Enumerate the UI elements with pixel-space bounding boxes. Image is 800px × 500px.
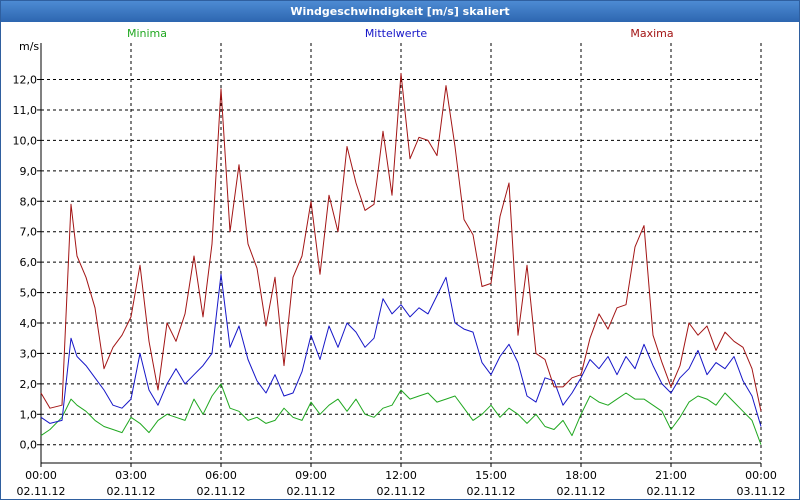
y-tick-label-5: 5,0	[20, 287, 38, 300]
grid	[41, 43, 762, 463]
x-tick-date-6: 02.11.12	[557, 485, 606, 498]
y-tick-labels: 0,0 1,0 2,0 3,0 4,0 5,0 6,0 7,0 8,0 9,0 10,0 11,0 12…	[13, 74, 41, 452]
x-tick-time-8: 00:00	[745, 469, 777, 482]
y-tick-label-2: 2,0	[20, 378, 38, 391]
x-tick-date-0: 02.11.12	[17, 485, 66, 498]
x-tick-labels: 00:00 02.11.12 03:00 02.11.12 06:00 02.11.12 0…	[17, 463, 786, 498]
x-tick-date-4: 02.11.12	[377, 485, 426, 498]
y-tick-label-7: 7,0	[20, 226, 38, 239]
y-tick-label-8: 8,0	[20, 195, 38, 208]
legend-mittelwerte: Mittelwerte	[365, 27, 428, 40]
y-tick-label-3: 3,0	[20, 347, 38, 360]
x-tick-date-3: 02.11.12	[287, 485, 336, 498]
legend-minima: Minima	[127, 27, 167, 40]
x-tick-date-5: 02.11.12	[467, 485, 516, 498]
y-tick-label-1: 1,0	[20, 408, 38, 421]
x-tick-date-7: 02.11.12	[647, 485, 696, 498]
x-tick-time-4: 12:00	[385, 469, 417, 482]
x-tick-time-7: 21:00	[655, 469, 687, 482]
wind-speed-chart: m/s 0,0 1,0 2,0 3,0 4,0 5,0 6,0 7,0 8,0 9,0 10,0 11…	[13, 27, 786, 498]
x-tick-time-5: 15:00	[475, 469, 507, 482]
x-tick-time-0: 00:00	[25, 469, 57, 482]
x-tick-date-8: 03.11.12	[737, 485, 786, 498]
series-line-minima	[40, 383, 762, 445]
window-title: Windgeschwindigkeit [m/s] skaliert	[1, 1, 799, 22]
y-tick-label-10: 10,0	[13, 134, 38, 147]
series-line-mittelwerte	[40, 273, 762, 427]
x-tick-time-6: 18:00	[565, 469, 597, 482]
y-tick-label-11: 11,0	[13, 104, 38, 117]
x-tick-date-1: 02.11.12	[107, 485, 156, 498]
y-tick-label-0: 0,0	[20, 439, 38, 452]
series	[40, 72, 762, 445]
x-tick-time-3: 09:00	[295, 469, 327, 482]
series-line-maxima	[40, 72, 762, 412]
y-axis-unit-label: m/s	[19, 40, 39, 53]
y-tick-label-4: 4,0	[20, 317, 38, 330]
x-tick-date-2: 02.11.12	[197, 485, 246, 498]
legend: Minima Mittelwerte Maxima	[127, 27, 674, 40]
y-tick-label-6: 6,0	[20, 256, 38, 269]
y-tick-label-12: 12,0	[13, 74, 38, 87]
legend-maxima: Maxima	[630, 27, 673, 40]
x-tick-time-2: 06:00	[205, 469, 237, 482]
y-tick-label-9: 9,0	[20, 165, 38, 178]
x-tick-time-1: 03:00	[115, 469, 147, 482]
